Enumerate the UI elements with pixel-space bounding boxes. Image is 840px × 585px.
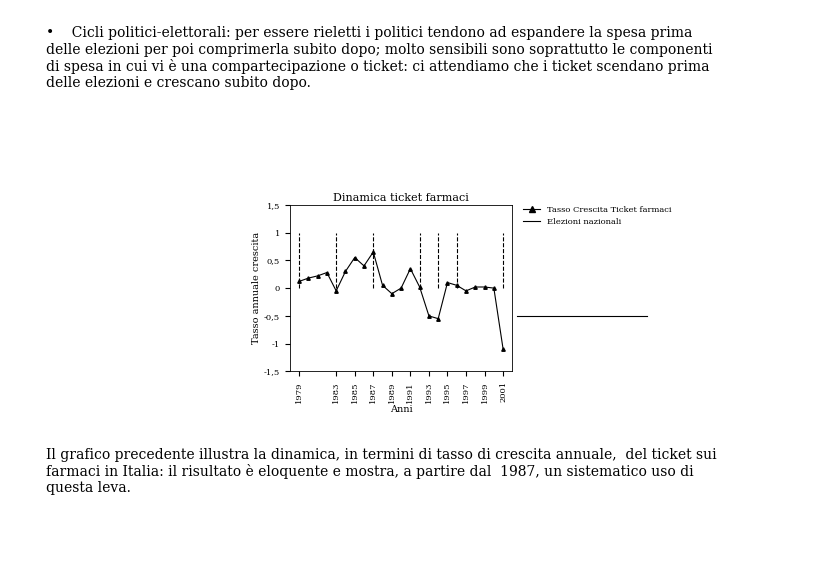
Tasso Crescita Ticket farmaci <box>433 315 444 322</box>
Tasso Crescita Ticket farmaci <box>359 263 369 270</box>
Tasso Crescita Ticket farmaci <box>349 254 360 261</box>
Tasso Crescita Ticket farmaci <box>312 273 323 280</box>
Tasso Crescita Ticket farmaci <box>331 287 341 294</box>
Tasso Crescita Ticket farmaci <box>480 284 490 291</box>
Tasso Crescita Ticket farmaci <box>377 282 387 289</box>
Tasso Crescita Ticket farmaci <box>452 282 462 289</box>
Tasso Crescita Ticket farmaci <box>396 285 406 292</box>
X-axis label: Anni: Anni <box>390 405 412 415</box>
Tasso Crescita Ticket farmaci <box>489 285 499 292</box>
Tasso Crescita Ticket farmaci <box>303 274 313 281</box>
Title: Dinamica ticket farmaci: Dinamica ticket farmaci <box>333 192 469 202</box>
Tasso Crescita Ticket farmaci <box>322 269 332 276</box>
Tasso Crescita Ticket farmaci <box>443 279 453 286</box>
Text: •    Cicli politici-elettorali: per essere rieletti i politici tendono ad espand: • Cicli politici-elettorali: per essere … <box>46 26 712 90</box>
Tasso Crescita Ticket farmaci <box>368 249 378 256</box>
Tasso Crescita Ticket farmaci <box>386 290 396 297</box>
Y-axis label: Tasso annuale crescita: Tasso annuale crescita <box>252 232 261 344</box>
Tasso Crescita Ticket farmaci <box>424 312 434 319</box>
Line: Tasso Crescita Ticket farmaci: Tasso Crescita Ticket farmaci <box>297 250 505 351</box>
Tasso Crescita Ticket farmaci <box>415 284 425 291</box>
Tasso Crescita Ticket farmaci <box>294 278 304 285</box>
Tasso Crescita Ticket farmaci <box>461 287 471 294</box>
Tasso Crescita Ticket farmaci <box>406 265 416 272</box>
Tasso Crescita Ticket farmaci <box>498 346 508 353</box>
Tasso Crescita Ticket farmaci <box>340 268 350 275</box>
Tasso Crescita Ticket farmaci <box>470 284 480 291</box>
Text: Il grafico precedente illustra la dinamica, in termini di tasso di crescita annu: Il grafico precedente illustra la dinami… <box>46 448 717 495</box>
Legend: Tasso Crescita Ticket farmaci, Elezioni nazionali: Tasso Crescita Ticket farmaci, Elezioni … <box>523 205 671 226</box>
